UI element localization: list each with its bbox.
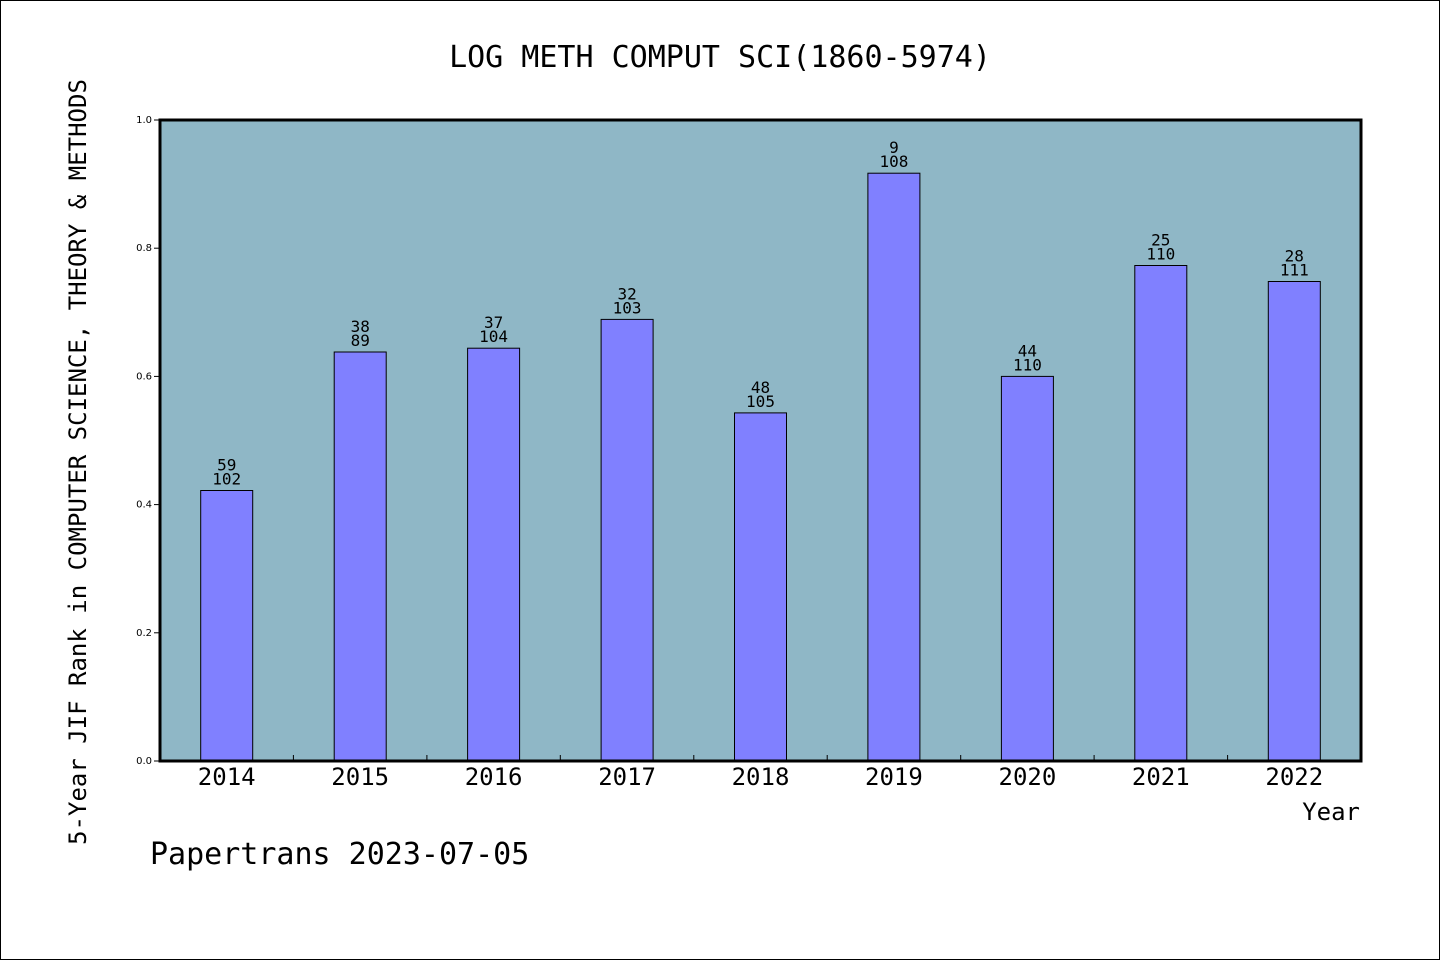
bar-2017: [600, 318, 654, 762]
y-tick-label-0.4: 0.4: [136, 500, 152, 511]
x-axis: 2014 2015 2016 2017 2018 2019 2020 2021 2022: [198, 755, 1323, 791]
x-tick-label-2015: 2015: [331, 763, 389, 791]
bar-2018: [734, 412, 787, 762]
rank-label-2020: 44: [1018, 341, 1037, 360]
rank-label-2017: 32: [617, 284, 636, 303]
total-label-2014: 102: [212, 470, 241, 489]
y-tick-label-1.0: 1.0: [136, 115, 152, 126]
rank-label-2014: 59: [217, 456, 236, 475]
y-axis: 0.0 0.2 0.4 0.6 0.8 1.0: [136, 115, 160, 767]
total-label-2016: 104: [479, 327, 508, 346]
bar-2022: [1267, 281, 1321, 762]
plot-border: [158, 118, 1363, 763]
footer-credit: Papertrans 2023-07-05: [150, 837, 529, 872]
total-label-2015: 89: [351, 331, 370, 350]
x-tick-label-2019: 2019: [865, 763, 923, 791]
bar-2016: [467, 347, 521, 762]
rank-label-2015: 38: [351, 317, 370, 336]
bar-2021: [1134, 265, 1188, 762]
total-label-2021: 110: [1146, 245, 1175, 264]
rank-label-2016: 37: [484, 313, 503, 332]
x-tick-label-2021: 2021: [1132, 763, 1190, 791]
y-tick-label-0.8: 0.8: [136, 243, 152, 254]
y-tick-label-0.0: 0.0: [136, 756, 152, 767]
total-label-2019: 108: [879, 152, 908, 171]
total-label-2022: 111: [1280, 261, 1309, 280]
rank-label-2021: 25: [1151, 231, 1170, 250]
y-tick-label-0.2: 0.2: [136, 628, 152, 639]
bar-2015: [333, 351, 387, 762]
x-tick-label-2020: 2020: [999, 763, 1057, 791]
total-label-2020: 110: [1013, 355, 1042, 374]
x-tick-label-2014: 2014: [198, 763, 256, 791]
rank-label-2022: 28: [1285, 247, 1304, 266]
x-tick-label-2017: 2017: [598, 763, 656, 791]
total-label-2017: 103: [613, 298, 642, 317]
y-tick-label-0.6: 0.6: [136, 371, 152, 382]
x-tick-label-2022: 2022: [1265, 763, 1323, 791]
bar-2014: [200, 490, 254, 762]
y-axis-title: 5-Year JIF Rank in COMPUTER SCIENCE, THE…: [64, 79, 92, 845]
total-label-2018: 105: [746, 392, 775, 411]
bar-2019: [867, 172, 921, 762]
x-tick-label-2016: 2016: [465, 763, 523, 791]
bars-layer: [200, 172, 1321, 762]
x-tick-label-2018: 2018: [732, 763, 790, 791]
rank-label-2018: 48: [751, 378, 770, 397]
chart-title: LOG METH COMPUT SCI(1860-5974): [449, 40, 991, 75]
rank-label-2019: 9: [889, 138, 899, 157]
bar-2020: [1000, 375, 1054, 762]
x-axis-title: Year: [1302, 798, 1360, 826]
